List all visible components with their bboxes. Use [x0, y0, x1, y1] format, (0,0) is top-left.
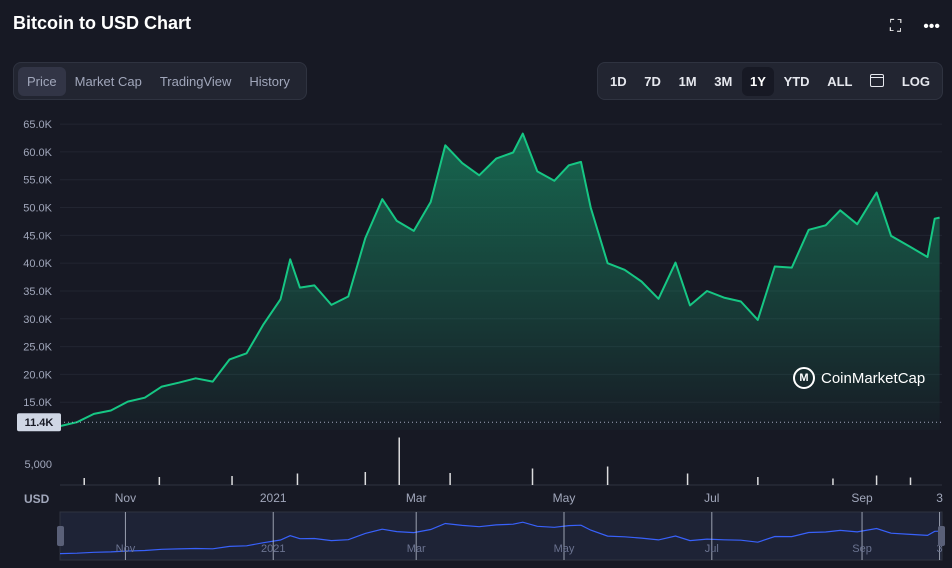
navigator-tick-label: Nov	[116, 543, 136, 555]
range-tab-group: 1D 7D 1M 3M 1Y YTD ALL LOG	[597, 62, 943, 100]
x-tick-label: Jul	[704, 491, 719, 505]
navigator-right-handle[interactable]	[938, 526, 945, 546]
y-tick-label: 50.0K	[23, 203, 52, 215]
navigator-tick-label: May	[554, 543, 575, 555]
range-7d[interactable]: 7D	[644, 73, 661, 89]
range-1d[interactable]: 1D	[610, 73, 627, 89]
y-tick-label: 40.0K	[23, 258, 52, 270]
tab-tradingview[interactable]: TradingView	[159, 73, 232, 89]
y-tick-label: 55.0K	[23, 175, 52, 187]
y-tick-label: 30.0K	[23, 314, 52, 326]
y-tick-label: 35.0K	[23, 286, 52, 298]
volume-tick-label: 5,000	[24, 459, 52, 471]
navigator-tick-label: Sep	[852, 543, 872, 555]
expand-icon[interactable]: ⛶	[889, 18, 902, 35]
x-tick-label: 2021	[260, 491, 287, 505]
more-icon[interactable]: •••	[923, 18, 940, 35]
log-toggle[interactable]: LOG	[901, 73, 930, 89]
chart-title: Bitcoin to USD Chart	[13, 13, 191, 33]
top-actions: ⛶ •••	[890, 18, 940, 36]
current-price-label: 11.4K	[25, 417, 54, 429]
coinmarketcap-logo-icon: M	[793, 367, 815, 389]
watermark-text: CoinMarketCap	[821, 369, 926, 387]
navigator-panel[interactable]	[59, 511, 943, 561]
navigator-tick-label: 3	[937, 543, 943, 555]
navigator-tick-label: Mar	[407, 543, 426, 555]
price-line	[59, 132, 940, 428]
calendar-icon	[870, 74, 885, 87]
navigator-left-handle[interactable]	[57, 526, 64, 546]
view-tab-group: Price Market Cap TradingView History	[13, 62, 307, 100]
x-tick-label: Nov	[115, 491, 136, 505]
y-tick-label: 25.0K	[23, 342, 52, 354]
navigator-tick-label: Jul	[705, 543, 719, 555]
tab-market-cap[interactable]: Market Cap	[74, 73, 142, 89]
current-price-marker	[17, 413, 61, 432]
y-tick-label: 65.0K	[23, 119, 52, 131]
price-area	[60, 133, 940, 430]
coinmarketcap-watermark: M CoinMarketCap	[793, 367, 925, 389]
y-tick-label: 45.0K	[23, 230, 52, 242]
x-tick-label: 3	[936, 491, 943, 505]
range-ytd[interactable]: YTD	[783, 73, 810, 89]
range-1m[interactable]: 1M	[678, 73, 697, 89]
y-tick-label: 15.0K	[23, 397, 52, 409]
range-1y[interactable]: 1Y	[742, 66, 774, 96]
y-tick-label: 60.0K	[23, 147, 52, 159]
navigator-line	[59, 521, 940, 555]
range-3m[interactable]: 3M	[714, 73, 733, 89]
tab-price[interactable]: Price	[18, 66, 66, 96]
calendar-button[interactable]	[862, 66, 892, 96]
range-all[interactable]: ALL	[827, 73, 853, 89]
currency-label: USD	[24, 492, 50, 506]
navigator-tick-label: 2021	[261, 543, 285, 555]
x-tick-label: Sep	[851, 491, 873, 505]
x-tick-label: Mar	[406, 491, 427, 505]
y-tick-label: 20.0K	[23, 369, 52, 381]
tab-history[interactable]: History	[249, 73, 290, 89]
x-tick-label: May	[553, 491, 576, 505]
